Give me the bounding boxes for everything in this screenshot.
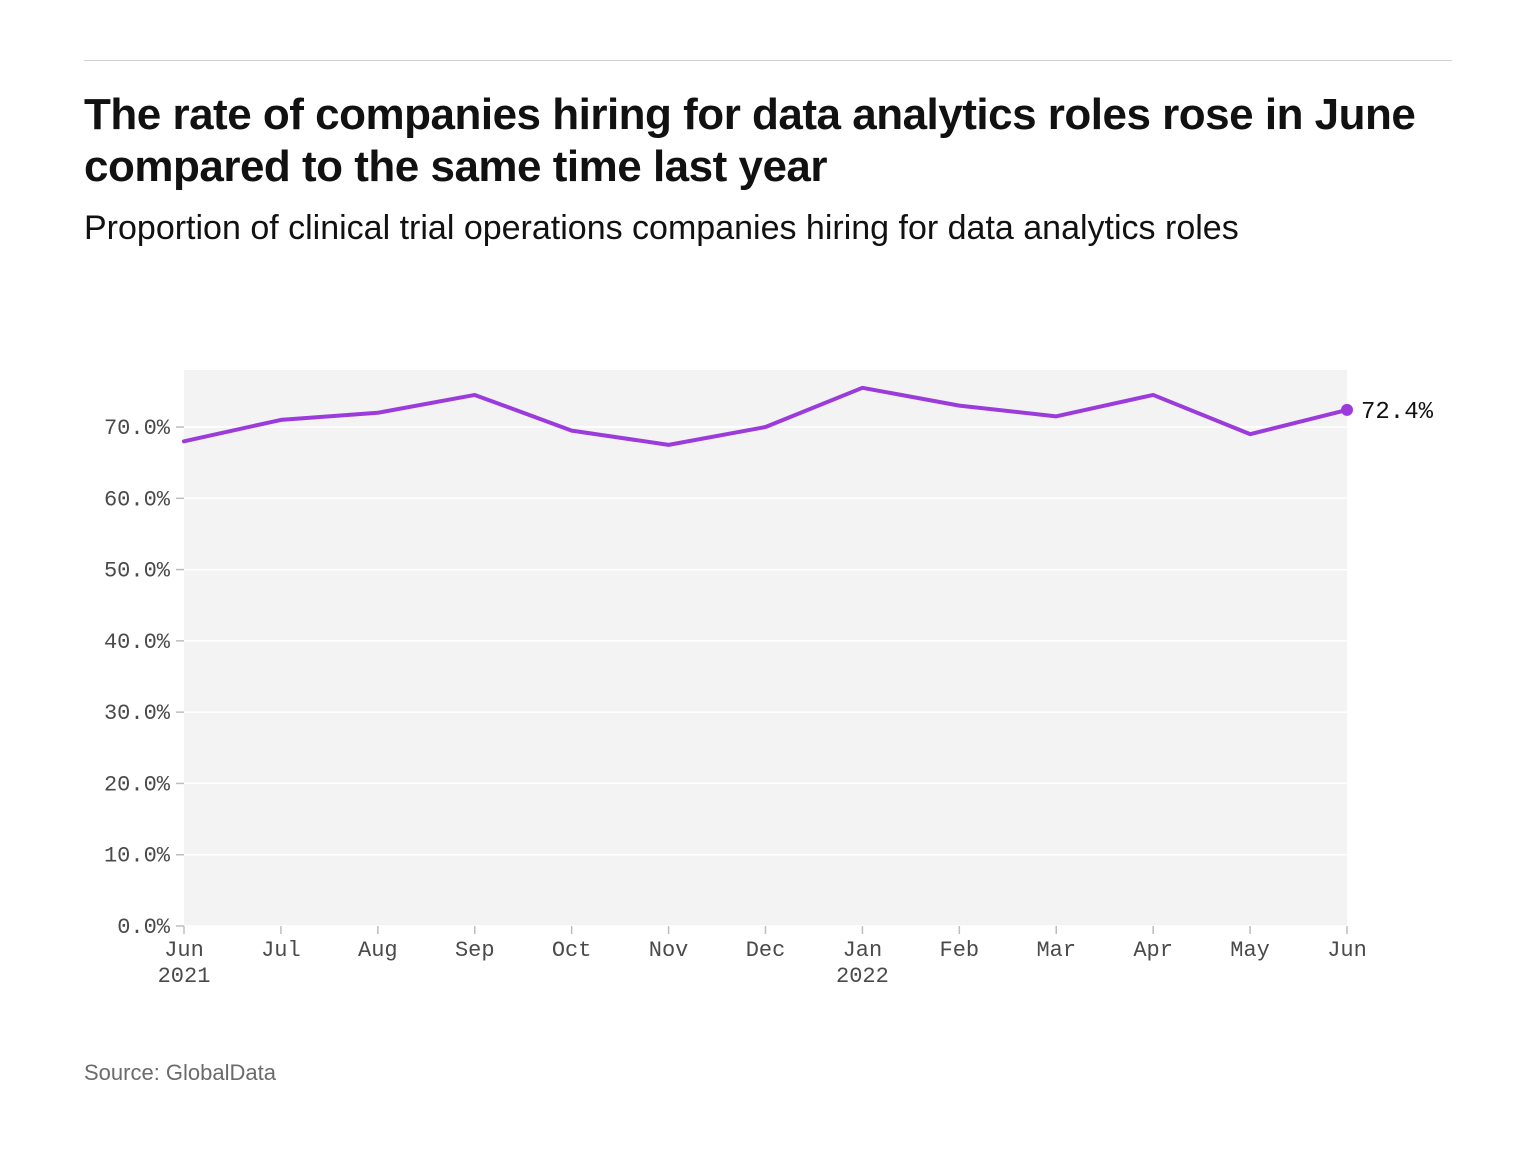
y-tick-label: 30.0% — [104, 701, 171, 726]
y-tick-label: 40.0% — [104, 630, 171, 655]
line-area-chart-svg: 72.4% 0.0% 10.0% 20.0% 30.0% 40.0% 50.0% 60.0% 7… — [84, 366, 1452, 996]
header-divider — [84, 60, 1452, 61]
x-tick-sublabel: 2022 — [836, 964, 889, 989]
chart-source: Source: GlobalData — [84, 1060, 276, 1086]
x-tick-label: Jun — [164, 938, 204, 963]
chart-plot: 72.4% 0.0% 10.0% 20.0% 30.0% 40.0% 50.0% 60.0% 7… — [84, 366, 1452, 996]
x-tick-sublabel: 2021 — [158, 964, 211, 989]
x-tick-label: Aug — [358, 938, 398, 963]
x-tick-label: Jul — [261, 938, 301, 963]
y-tick-label: 50.0% — [104, 559, 171, 584]
chart-title: The rate of companies hiring for data an… — [84, 89, 1440, 193]
x-tick-label: Jun — [1327, 938, 1367, 963]
y-tick-label: 10.0% — [104, 844, 171, 869]
x-tick-label: Mar — [1036, 938, 1076, 963]
x-tick-label: Sep — [455, 938, 495, 963]
x-tick-label: Dec — [746, 938, 786, 963]
x-tick-label: Nov — [649, 938, 689, 963]
chart-subtitle: Proportion of clinical trial operations … — [84, 207, 1328, 250]
chart-card: The rate of companies hiring for data an… — [48, 36, 1488, 1116]
x-tick-label: Feb — [940, 938, 980, 963]
y-tick-label: 0.0% — [117, 915, 171, 940]
x-tick-label: Apr — [1133, 938, 1173, 963]
y-tick-label: 60.0% — [104, 487, 171, 512]
y-tick-label: 70.0% — [104, 416, 171, 441]
end-value-label: 72.4% — [1361, 399, 1434, 426]
y-tick-label: 20.0% — [104, 772, 171, 797]
x-tick-label: Jan — [843, 938, 883, 963]
x-tick-label: May — [1230, 938, 1270, 963]
x-tick-label: Oct — [552, 938, 592, 963]
